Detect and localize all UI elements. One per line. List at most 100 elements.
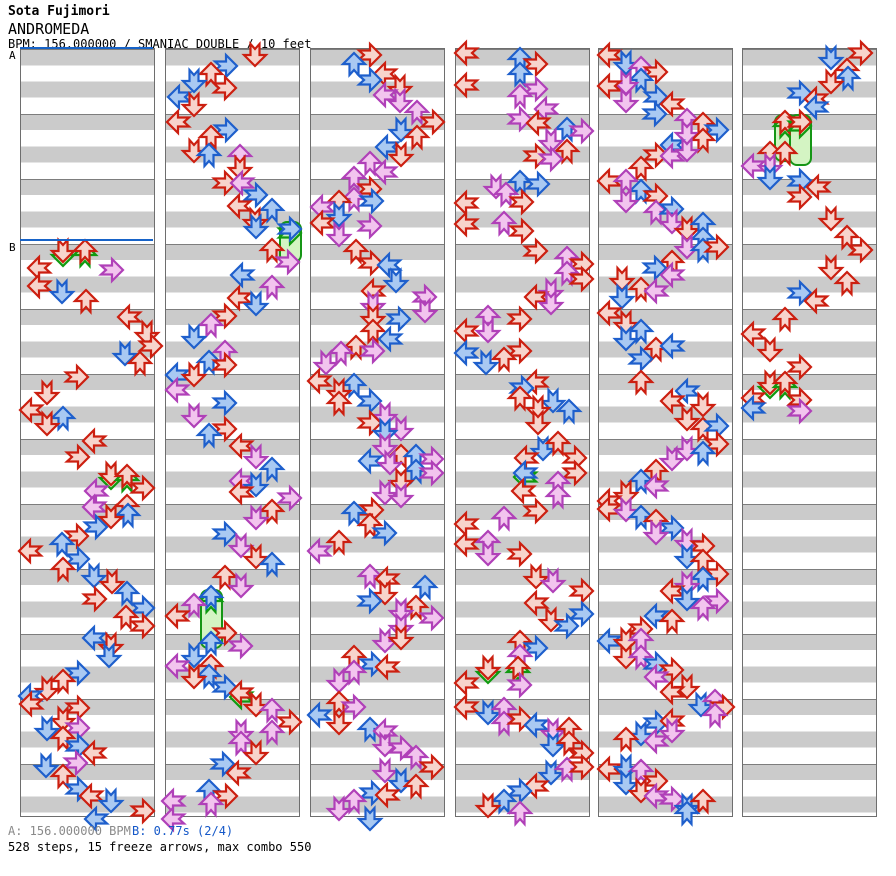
note-arrow-r bbox=[242, 181, 269, 209]
note-arrow-u bbox=[180, 592, 208, 619]
note-arrow-d bbox=[97, 503, 125, 530]
note-arrow-u bbox=[49, 725, 77, 752]
note-arrow-u bbox=[49, 668, 77, 695]
note-arrow-l bbox=[453, 693, 480, 721]
note-arrow-u bbox=[49, 405, 77, 432]
note-arrow-d bbox=[472, 349, 500, 376]
note-arrow-r bbox=[658, 514, 685, 542]
note-arrow-l bbox=[453, 71, 480, 99]
note-arrow-u bbox=[553, 138, 581, 165]
chart-column-4 bbox=[453, 39, 595, 827]
note-arrow-r bbox=[98, 256, 125, 284]
note-arrow-u bbox=[49, 556, 77, 583]
note-arrow-u bbox=[258, 456, 286, 483]
marker-line-a bbox=[20, 47, 153, 49]
note-arrow-d bbox=[537, 289, 565, 316]
note-arrow-u-freeze bbox=[771, 370, 799, 397]
note-arrow-d bbox=[539, 567, 567, 594]
note-arrow-d bbox=[32, 752, 60, 779]
note-arrow-d bbox=[387, 415, 415, 442]
note-arrow-u bbox=[689, 440, 717, 467]
note-arrow-d bbox=[386, 87, 414, 114]
note-arrow-l bbox=[165, 108, 192, 136]
note-arrow-d bbox=[325, 221, 353, 248]
note-arrow-d bbox=[387, 482, 415, 509]
note-arrow-l bbox=[228, 432, 255, 460]
note-arrow-u-freeze bbox=[504, 655, 532, 682]
note-arrow-d bbox=[817, 254, 845, 281]
note-arrow-l bbox=[374, 133, 401, 161]
note-arrow-d-freeze bbox=[49, 237, 77, 264]
note-arrow-r bbox=[371, 519, 398, 547]
note-arrow-u bbox=[258, 697, 286, 724]
note-arrow-r-freeze bbox=[786, 108, 813, 136]
song-title: ANDROMEDA bbox=[8, 20, 90, 38]
note-arrow-l bbox=[523, 711, 550, 739]
note-arrow-u-freeze bbox=[197, 584, 225, 611]
note-arrow-r bbox=[418, 753, 445, 781]
note-arrow-l bbox=[643, 277, 670, 305]
note-arrow-l bbox=[643, 472, 670, 500]
chart-column-3 bbox=[306, 41, 446, 832]
note-arrow-r bbox=[211, 302, 238, 330]
note-arrow-r bbox=[211, 389, 238, 417]
note-arrow-d bbox=[817, 44, 845, 71]
note-arrow-r bbox=[129, 474, 156, 502]
note-arrow-r bbox=[418, 604, 445, 632]
note-arrow-r bbox=[62, 749, 89, 777]
note-arrow-l bbox=[659, 142, 686, 170]
note-arrow-r bbox=[129, 797, 156, 825]
note-arrow-d bbox=[180, 663, 208, 690]
note-arrow-r bbox=[356, 587, 383, 615]
note-arrow-r bbox=[356, 41, 383, 69]
note-arrow-d bbox=[227, 532, 255, 559]
note-arrow-u bbox=[340, 165, 368, 192]
note-arrow-l bbox=[596, 72, 623, 100]
note-arrow-d bbox=[359, 303, 387, 330]
note-arrow-l bbox=[229, 169, 256, 197]
note-arrow-u bbox=[490, 346, 518, 373]
note-arrow-u bbox=[112, 604, 140, 631]
note-arrow-d bbox=[612, 187, 640, 214]
note-arrow-d bbox=[387, 141, 415, 168]
note-arrow-u bbox=[197, 791, 225, 818]
note-arrow-l bbox=[453, 339, 480, 367]
note-arrow-u bbox=[227, 730, 255, 757]
note-arrow-d bbox=[756, 336, 784, 363]
note-arrow-d bbox=[33, 675, 61, 702]
note-arrow-r bbox=[508, 188, 535, 216]
note-arrow-d bbox=[95, 642, 123, 669]
note-arrow-r bbox=[358, 779, 385, 807]
note-arrow-d bbox=[817, 68, 845, 95]
note-arrow-d bbox=[673, 136, 701, 163]
note-arrow-l bbox=[659, 577, 686, 605]
note-arrow-u bbox=[197, 124, 225, 151]
note-arrow-u bbox=[544, 483, 572, 510]
note-arrow-d bbox=[382, 267, 410, 294]
note-arrow-u bbox=[325, 529, 353, 556]
note-arrow-u bbox=[689, 127, 717, 154]
note-arrow-r bbox=[82, 513, 109, 541]
note-arrow-d bbox=[522, 563, 550, 590]
note-arrow-u bbox=[195, 422, 223, 449]
footer-bpm-a: A: 156.000000 BPM bbox=[8, 824, 131, 838]
note-arrow-d bbox=[312, 349, 340, 376]
note-arrow-l bbox=[229, 261, 256, 289]
note-arrow-u bbox=[340, 500, 368, 527]
note-arrow-r bbox=[522, 75, 549, 103]
note-arrow-r bbox=[786, 183, 813, 211]
note-arrow-r bbox=[129, 612, 156, 640]
note-arrow-d bbox=[180, 67, 208, 94]
note-arrow-l bbox=[803, 93, 830, 121]
note-arrow-u bbox=[833, 224, 861, 251]
note-arrow-u bbox=[544, 430, 572, 457]
note-arrow-u bbox=[356, 150, 384, 177]
note-arrow-u bbox=[49, 763, 77, 790]
note-arrow-l bbox=[453, 210, 480, 238]
note-arrow-r bbox=[703, 430, 730, 458]
note-arrow-d bbox=[242, 443, 270, 470]
note-arrow-r bbox=[641, 100, 668, 128]
note-arrow-r bbox=[211, 351, 238, 379]
note-arrow-r bbox=[703, 233, 730, 261]
note-arrow-r bbox=[537, 145, 564, 173]
